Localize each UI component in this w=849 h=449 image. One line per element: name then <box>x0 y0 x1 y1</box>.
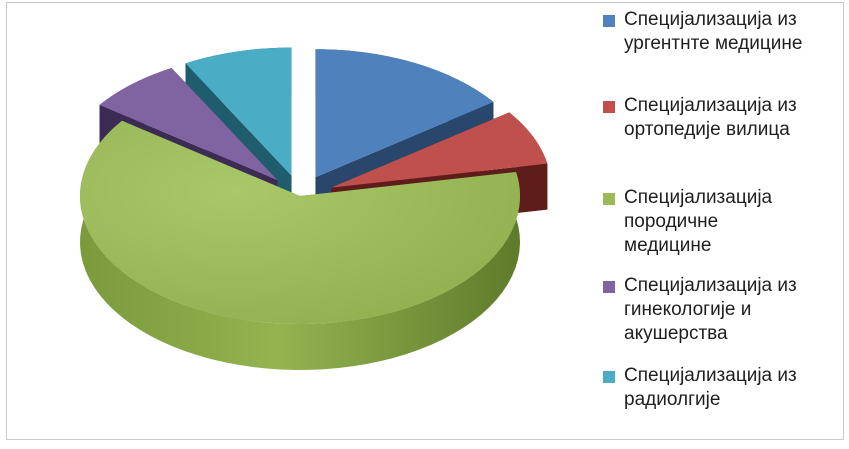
pie-top-layer <box>79 47 548 324</box>
legend-swatch-blue <box>603 15 615 27</box>
legend-swatch-cyan <box>603 371 615 383</box>
legend-swatch-purple <box>603 281 615 293</box>
legend-label: Специјализација из радиолгије <box>624 365 797 410</box>
pie-slice-специјализација-из-ургентнте-медицине <box>315 49 494 178</box>
legend-label: Специјализација из гинекологије и акушер… <box>624 275 797 344</box>
pie-slice-специјализација-из-ортопедије-вилица <box>331 112 548 188</box>
legend-label: Специјализација из ургентнте медицине <box>624 9 803 54</box>
pie-side-4-rim <box>80 120 520 370</box>
legend-swatch-green <box>603 193 615 205</box>
legend-swatch-red <box>603 101 615 113</box>
pie-slice-специјализација-из-гинекологије-и-акушерства <box>99 68 278 181</box>
legend-label: Специјализација из ортопедије вилица <box>624 95 797 140</box>
legend-label: Специјализација породичне медицине <box>624 187 773 256</box>
pie-slice-специјализација-породичне-медицине <box>79 120 521 324</box>
pie-slice-специјализација-из-радиолгије <box>185 47 292 176</box>
